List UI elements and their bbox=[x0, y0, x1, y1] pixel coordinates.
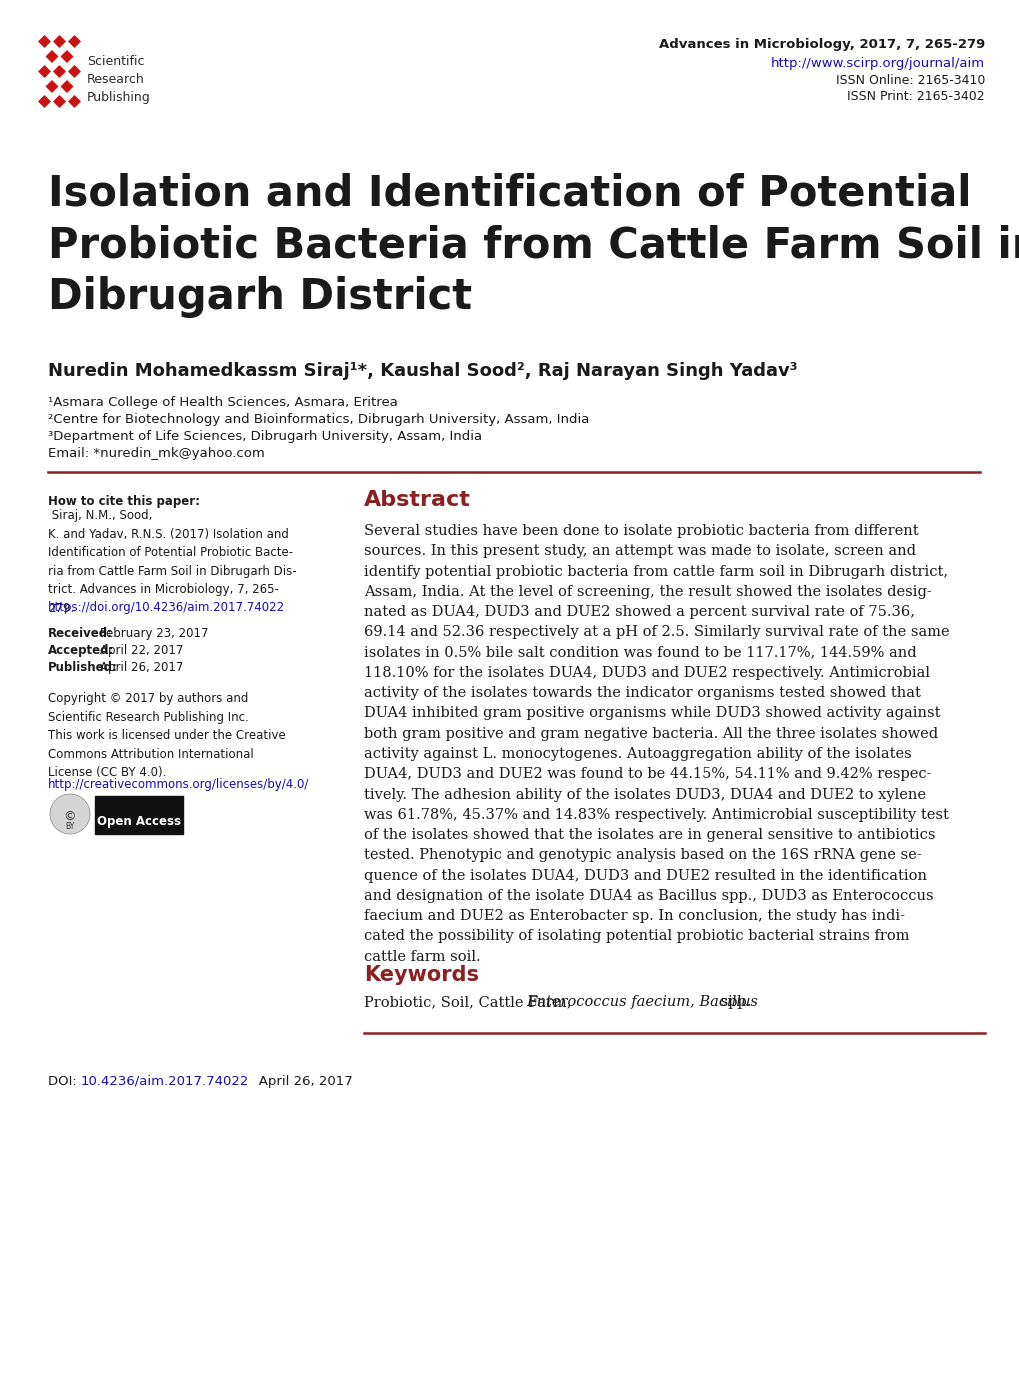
Polygon shape bbox=[38, 65, 51, 78]
Polygon shape bbox=[38, 95, 51, 108]
Text: Email: *nuredin_mk@yahoo.com: Email: *nuredin_mk@yahoo.com bbox=[48, 447, 265, 459]
Text: Probiotic Bacteria from Cattle Farm Soil in: Probiotic Bacteria from Cattle Farm Soil… bbox=[48, 224, 1019, 266]
Text: April 22, 2017: April 22, 2017 bbox=[100, 644, 183, 657]
Text: Several studies have been done to isolate probiotic bacteria from different
sour: Several studies have been done to isolat… bbox=[364, 525, 949, 963]
Text: Isolation and Identification of Potential: Isolation and Identification of Potentia… bbox=[48, 172, 970, 215]
Text: ISSN Online: 2165-3410: ISSN Online: 2165-3410 bbox=[835, 73, 984, 87]
Text: Copyright © 2017 by authors and
Scientific Research Publishing Inc.
This work is: Copyright © 2017 by authors and Scientif… bbox=[48, 692, 285, 779]
Text: ³Department of Life Sciences, Dibrugarh University, Assam, India: ³Department of Life Sciences, Dibrugarh … bbox=[48, 430, 482, 443]
Text: Open Access: Open Access bbox=[97, 815, 180, 828]
Text: ISSN Print: 2165-3402: ISSN Print: 2165-3402 bbox=[847, 90, 984, 102]
Text: BY: BY bbox=[65, 822, 74, 830]
Text: Publishing: Publishing bbox=[87, 91, 151, 104]
Text: Nuredin Mohamedkassm Siraj¹*, Kaushal Sood², Raj Narayan Singh Yadav³: Nuredin Mohamedkassm Siraj¹*, Kaushal So… bbox=[48, 363, 797, 381]
Text: Published:: Published: bbox=[48, 662, 118, 674]
Polygon shape bbox=[46, 80, 58, 93]
Text: Enterococcus faecium, Bacillus: Enterococcus faecium, Bacillus bbox=[526, 995, 757, 1009]
Polygon shape bbox=[38, 35, 51, 48]
Text: ¹Asmara College of Health Sciences, Asmara, Eritrea: ¹Asmara College of Health Sciences, Asma… bbox=[48, 396, 397, 410]
FancyBboxPatch shape bbox=[95, 796, 182, 835]
Text: https://doi.org/10.4236/aim.2017.74022: https://doi.org/10.4236/aim.2017.74022 bbox=[48, 601, 285, 614]
Text: February 23, 2017: February 23, 2017 bbox=[100, 627, 208, 639]
Polygon shape bbox=[53, 95, 66, 108]
Text: Siraj, N.M., Sood,
K. and Yadav, R.N.S. (2017) Isolation and
Identification of P: Siraj, N.M., Sood, K. and Yadav, R.N.S. … bbox=[48, 509, 297, 614]
Text: Probiotic, Soil, Cattle Farm,: Probiotic, Soil, Cattle Farm, bbox=[364, 995, 576, 1009]
Polygon shape bbox=[68, 95, 81, 108]
Text: How to cite this paper:: How to cite this paper: bbox=[48, 495, 200, 508]
Text: http://www.scirp.org/journal/aim: http://www.scirp.org/journal/aim bbox=[770, 57, 984, 71]
Text: http://creativecommons.org/licenses/by/4.0/: http://creativecommons.org/licenses/by/4… bbox=[48, 778, 309, 792]
Text: Received:: Received: bbox=[48, 627, 113, 639]
Polygon shape bbox=[53, 65, 66, 78]
Text: Scientific: Scientific bbox=[87, 55, 145, 68]
Text: 10.4236/aim.2017.74022: 10.4236/aim.2017.74022 bbox=[81, 1075, 249, 1088]
Text: spp.: spp. bbox=[715, 995, 751, 1009]
Text: Dibrugarh District: Dibrugarh District bbox=[48, 275, 472, 318]
Polygon shape bbox=[68, 35, 81, 48]
Text: Accepted:: Accepted: bbox=[48, 644, 114, 657]
Polygon shape bbox=[53, 35, 66, 48]
Text: ©: © bbox=[63, 810, 76, 823]
Polygon shape bbox=[46, 50, 58, 64]
Text: April 26, 2017: April 26, 2017 bbox=[246, 1075, 353, 1088]
Text: Abstract: Abstract bbox=[364, 490, 471, 509]
Text: Research: Research bbox=[87, 73, 145, 86]
Polygon shape bbox=[60, 80, 73, 93]
Circle shape bbox=[50, 794, 90, 835]
Text: Keywords: Keywords bbox=[364, 965, 479, 985]
Polygon shape bbox=[60, 50, 73, 64]
Text: Advances in Microbiology, 2017, 7, 265-279: Advances in Microbiology, 2017, 7, 265-2… bbox=[658, 37, 984, 51]
Text: April 26, 2017: April 26, 2017 bbox=[100, 662, 183, 674]
Text: ²Centre for Biotechnology and Bioinformatics, Dibrugarh University, Assam, India: ²Centre for Biotechnology and Bioinforma… bbox=[48, 412, 589, 426]
Text: DOI:: DOI: bbox=[48, 1075, 81, 1088]
Polygon shape bbox=[68, 65, 81, 78]
